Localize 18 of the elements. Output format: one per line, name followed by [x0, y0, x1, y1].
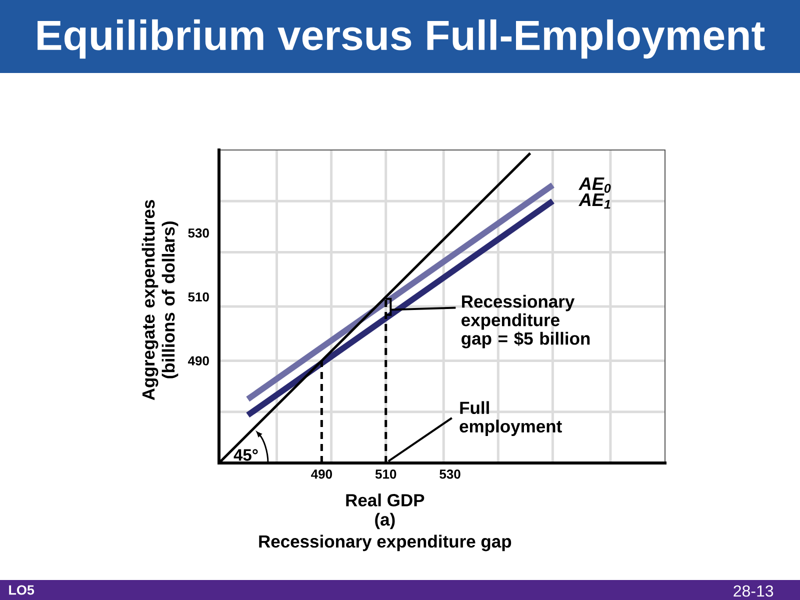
x-tick-label: 490 — [311, 470, 332, 479]
x-tick-label: 530 — [440, 470, 460, 479]
text: (a) — [375, 512, 395, 530]
text: Recessionary expenditure gap — [259, 534, 512, 552]
annotation: 45° — [234, 449, 258, 461]
chart-title: Equilibrium versus Full-Employment — [38, 19, 765, 59]
annotation: Recessionary expenditure gap = $5 billion — [462, 294, 590, 348]
x-axis-title: Real GDP — [346, 494, 424, 506]
series-label: AE$_{0}$ — [578, 177, 611, 193]
text: LO5 — [9, 585, 34, 595]
x-tick-label: 510 — [375, 470, 396, 479]
text: 28-13 — [734, 585, 774, 597]
series-label: AE$_{1}$ — [578, 194, 610, 209]
annotation: Full employment — [460, 401, 562, 436]
y-tick-label: 490 — [188, 356, 209, 366]
y-tick-label: 530 — [188, 228, 209, 238]
y-axis-title: Aggregate expenditures (billions of dollars) — [142, 200, 178, 400]
y-tick-label: 510 — [188, 292, 209, 302]
